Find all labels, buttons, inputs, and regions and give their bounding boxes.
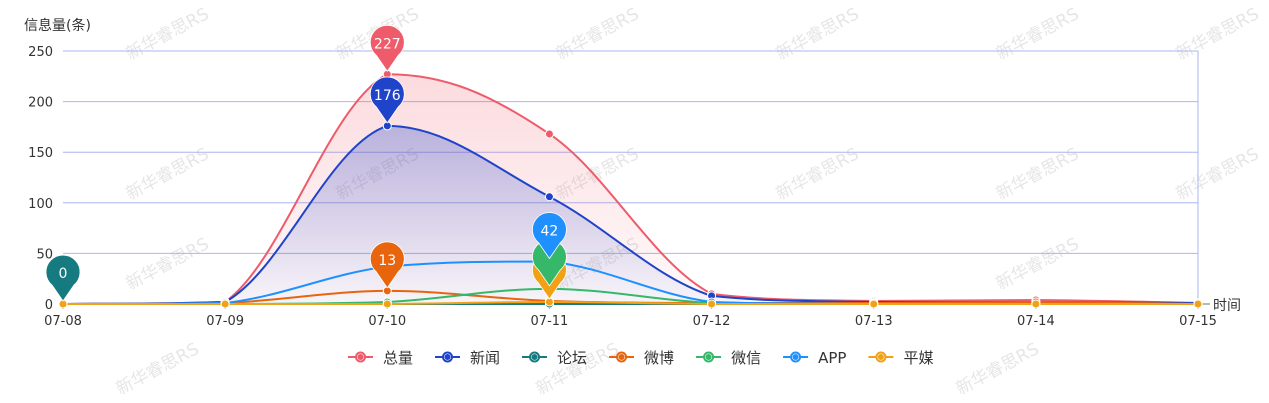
legend-label: APP <box>818 349 846 367</box>
x-tick-label: 07-13 <box>855 314 893 329</box>
watermark-text: 新华睿思RS <box>993 234 1082 294</box>
pin-marker <box>369 76 405 124</box>
legend-item-平媒[interactable]: 平媒 <box>868 349 933 367</box>
watermark-text: 新华睿思RS <box>113 339 202 399</box>
data-point-平媒[interactable] <box>869 299 879 309</box>
pin-label: 42 <box>541 223 559 239</box>
area-fills <box>63 74 1198 304</box>
legend-label: 新闻 <box>470 349 500 367</box>
y-tick-label: 250 <box>28 45 53 60</box>
series-line-总量 <box>62 73 1199 305</box>
series-line-平媒 <box>62 300 1198 306</box>
data-point-平媒[interactable] <box>707 299 717 309</box>
x-tick-label: 07-10 <box>368 314 406 329</box>
pin-新闻[interactable]: 176 <box>369 76 405 124</box>
watermark-text: 新华睿思RS <box>123 234 212 294</box>
watermark-text: 新华睿思RS <box>773 4 862 64</box>
pin-label: 227 <box>374 36 401 52</box>
x-axis-title: 时间 <box>1213 298 1241 314</box>
legend-label: 平媒 <box>903 349 933 367</box>
pin-marker <box>369 24 405 72</box>
watermark-text: 新华睿思RS <box>993 4 1082 64</box>
pin-label: 13 <box>378 253 396 269</box>
legend-item-微信[interactable]: 微信 <box>696 349 761 367</box>
legend-marker-dot <box>444 354 451 360</box>
data-point-新闻[interactable] <box>544 192 554 202</box>
pin-label: 0 <box>59 266 68 282</box>
data-point-平媒[interactable] <box>220 299 230 309</box>
watermark-text: 新华睿思RS <box>1173 4 1262 64</box>
data-point-总量[interactable] <box>544 129 554 139</box>
area-fill-新闻 <box>63 125 1198 304</box>
pin-微博[interactable]: 13 <box>369 241 405 289</box>
legend-item-微博[interactable]: 微博 <box>609 349 674 367</box>
data-points <box>58 69 1203 309</box>
watermark-text: 新华睿思RS <box>953 339 1042 399</box>
axes: 信息量(条) 时间 <box>24 17 1241 314</box>
x-tick-label: 07-15 <box>1179 314 1217 329</box>
legend-label: 总量 <box>383 349 413 367</box>
grid: 0 50 100 150 200 250 07-08 07-09 07-10 07-11 07-12… <box>28 45 1217 329</box>
watermark-text: 新华睿思RS <box>993 144 1082 204</box>
pin-label: 176 <box>374 88 401 104</box>
legend-marker-dot <box>531 354 538 360</box>
legend-label: 微信 <box>731 349 761 367</box>
watermark-text: 新华睿思RS <box>123 4 212 64</box>
legend-marker-dot <box>705 354 712 360</box>
legend-item-论坛[interactable]: 论坛 <box>522 349 587 367</box>
pin-marker <box>45 254 81 302</box>
watermark-text: 新华睿思RS <box>553 4 642 64</box>
legend-marker-dot <box>618 354 625 360</box>
x-tick-label: 07-11 <box>531 314 569 329</box>
point-annotations: 021342176227 <box>45 24 567 302</box>
legend-label: 微博 <box>644 349 674 367</box>
x-tick-label: 07-09 <box>206 314 244 329</box>
pin-marker <box>532 212 567 260</box>
legend-item-新闻[interactable]: 新闻 <box>435 349 500 367</box>
y-tick-label: 100 <box>28 197 53 212</box>
legend-marker-dot <box>877 354 884 360</box>
legend-label: 论坛 <box>557 349 587 367</box>
x-tick-label: 07-08 <box>44 314 82 329</box>
pin-总量[interactable]: 227 <box>369 24 405 72</box>
pin-论坛[interactable]: 0 <box>45 254 81 302</box>
y-axis-title: 信息量(条) <box>24 17 91 34</box>
pin-APP[interactable]: 42 <box>532 212 567 260</box>
series-lines <box>62 73 1199 306</box>
watermark-text: 新华睿思RS <box>123 144 212 204</box>
y-tick-label: 200 <box>28 96 53 111</box>
data-point-平媒[interactable] <box>382 299 392 309</box>
data-point-平媒[interactable] <box>1031 299 1041 309</box>
legend[interactable]: 总量 新闻 论坛 微博 微信 APP 平媒 <box>348 349 933 367</box>
watermark-text: 新华睿思RS <box>1173 144 1262 204</box>
x-tick-label: 07-12 <box>693 314 731 329</box>
legend-marker-dot <box>357 354 364 360</box>
legend-item-APP[interactable]: APP <box>783 349 846 367</box>
y-tick-label: 50 <box>36 247 53 262</box>
pin-marker <box>369 241 405 289</box>
x-tick-label: 07-14 <box>1017 314 1055 329</box>
y-tick-label: 150 <box>28 146 53 161</box>
legend-item-总量[interactable]: 总量 <box>348 349 413 367</box>
data-point-平媒[interactable] <box>1193 299 1203 309</box>
y-tick-label: 0 <box>45 298 53 313</box>
legend-marker-dot <box>792 354 799 360</box>
watermark-layer: 新华睿思RS 新华睿思RS 新华睿思RS 新华睿思RS 新华睿思RS 新华睿思RS 新华睿思… <box>113 4 1262 399</box>
watermark-text: 新华睿思RS <box>773 144 862 204</box>
